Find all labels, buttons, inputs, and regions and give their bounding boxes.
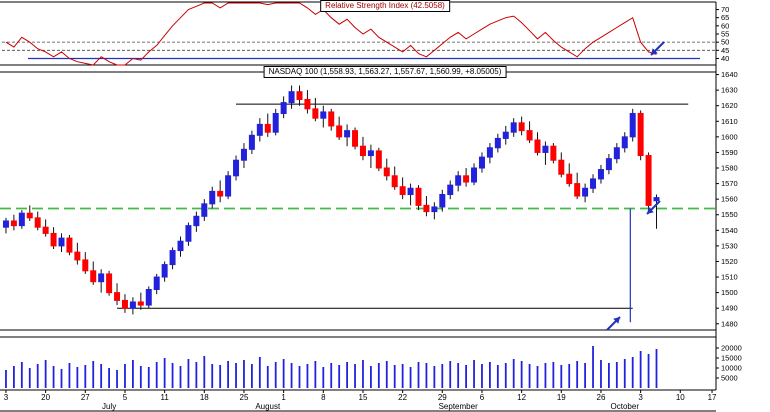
svg-text:1510: 1510 — [721, 273, 738, 282]
svg-text:55: 55 — [721, 30, 729, 39]
svg-text:October: October — [611, 402, 640, 411]
chart-frame — [0, 1, 717, 412]
svg-text:22: 22 — [398, 393, 407, 402]
svg-text:19: 19 — [557, 393, 566, 402]
svg-text:10000: 10000 — [721, 364, 742, 373]
svg-text:1490: 1490 — [721, 304, 738, 313]
price-series-title: NASDAQ 100 (1,558.93, 1,563.27, 1,557.67… — [263, 66, 507, 78]
svg-text:August: August — [255, 402, 281, 411]
svg-text:45: 45 — [721, 46, 729, 55]
svg-text:1570: 1570 — [721, 179, 738, 188]
svg-text:10: 10 — [676, 393, 685, 402]
rsi-indicator-title: Relative Strength Index (42.5058) — [320, 0, 450, 12]
rsi-panel — [2, 2, 716, 66]
svg-text:17: 17 — [708, 393, 717, 402]
svg-text:September: September — [439, 402, 478, 411]
svg-text:15: 15 — [359, 393, 368, 402]
price-panel — [0, 85, 716, 323]
svg-text:65: 65 — [721, 13, 729, 22]
svg-text:3: 3 — [4, 393, 9, 402]
svg-text:8: 8 — [321, 393, 326, 402]
svg-text:1590: 1590 — [721, 148, 738, 157]
svg-text:40: 40 — [721, 54, 729, 63]
svg-text:1620: 1620 — [721, 101, 738, 110]
rsi-down-arrow[interactable] — [650, 41, 665, 56]
svg-text:1480: 1480 — [721, 319, 738, 328]
svg-text:1520: 1520 — [721, 257, 738, 266]
arrow-annotations[interactable] — [606, 41, 665, 331]
svg-text:20000: 20000 — [721, 344, 742, 353]
svg-text:1530: 1530 — [721, 241, 738, 250]
svg-text:6: 6 — [480, 393, 485, 402]
svg-text:July: July — [102, 402, 116, 411]
svg-text:5: 5 — [123, 393, 128, 402]
svg-text:18: 18 — [200, 393, 209, 402]
svg-text:3: 3 — [638, 393, 643, 402]
svg-text:70: 70 — [721, 5, 729, 14]
svg-text:1500: 1500 — [721, 288, 738, 297]
svg-text:20: 20 — [41, 393, 50, 402]
svg-text:29: 29 — [438, 393, 447, 402]
svg-text:25: 25 — [240, 393, 249, 402]
svg-text:1560: 1560 — [721, 195, 738, 204]
svg-text:12: 12 — [517, 393, 526, 402]
svg-text:1600: 1600 — [721, 132, 738, 141]
svg-text:50: 50 — [721, 38, 729, 47]
svg-text:15000: 15000 — [721, 354, 742, 363]
svg-text:11: 11 — [160, 393, 169, 402]
svg-text:1550: 1550 — [721, 210, 738, 219]
svg-text:1610: 1610 — [721, 117, 738, 126]
price-up-arrow[interactable] — [606, 316, 621, 331]
svg-text:1540: 1540 — [721, 226, 738, 235]
svg-text:1: 1 — [281, 393, 286, 402]
svg-text:26: 26 — [597, 393, 606, 402]
volume-panel — [5, 346, 658, 388]
svg-text:5000: 5000 — [721, 374, 738, 383]
svg-text:27: 27 — [81, 393, 90, 402]
svg-text:60: 60 — [721, 21, 729, 30]
price-down-arrow[interactable] — [646, 200, 661, 215]
svg-text:1630: 1630 — [721, 86, 738, 95]
svg-text:1580: 1580 — [721, 164, 738, 173]
svg-text:1640: 1640 — [721, 70, 738, 79]
rsi-line — [5, 2, 657, 66]
